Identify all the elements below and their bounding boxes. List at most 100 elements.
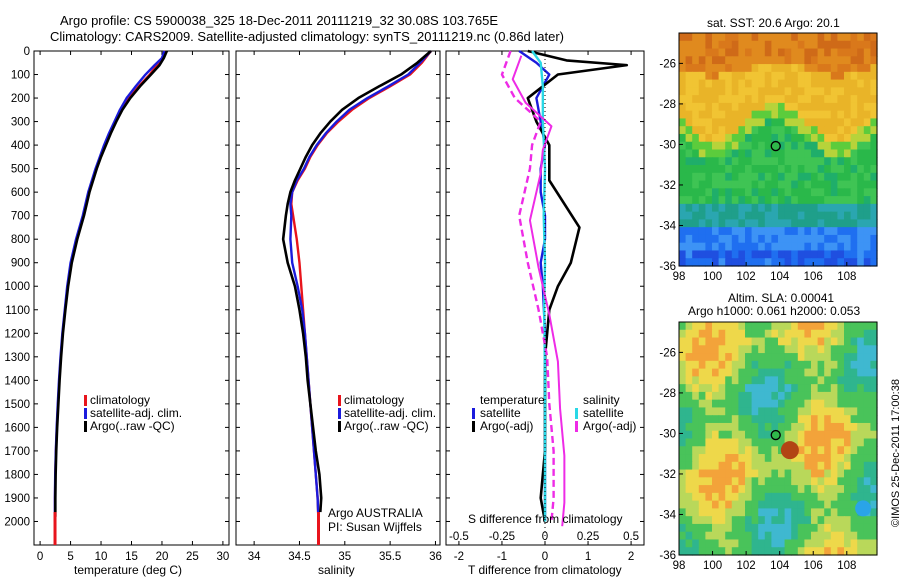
map-cell	[731, 422, 739, 432]
map-cell	[817, 430, 825, 440]
map-cell	[731, 353, 739, 362]
map-cell	[804, 227, 812, 236]
map-cell	[804, 477, 812, 486]
map-cell	[679, 141, 687, 151]
map-cell	[797, 391, 805, 401]
map-cell	[857, 258, 865, 267]
map-cell	[778, 438, 786, 447]
map-cell	[758, 523, 766, 533]
salinity-panel	[235, 50, 441, 546]
map-cell	[850, 376, 858, 385]
map-cell	[712, 141, 720, 151]
map-cell	[830, 219, 838, 228]
map-cell	[764, 196, 772, 205]
map-cell	[751, 329, 759, 339]
map-cell	[679, 211, 687, 220]
map-cell	[778, 219, 786, 228]
map-cell	[758, 126, 766, 135]
map-cell	[857, 446, 865, 455]
map-cell	[685, 415, 693, 424]
map-cell	[857, 531, 865, 541]
map-cell	[771, 165, 779, 174]
map-cell	[804, 523, 812, 533]
salinity-xtick-label: 36	[429, 551, 442, 563]
map-cell	[850, 211, 858, 220]
map-cell	[738, 353, 746, 362]
map-cell	[830, 345, 838, 354]
map-cell	[817, 203, 825, 213]
map-cell	[863, 40, 871, 50]
map-cell	[870, 250, 878, 259]
map-cell	[771, 157, 779, 166]
map-cell	[698, 329, 706, 339]
map-cell	[824, 234, 832, 244]
map-cell	[718, 48, 726, 57]
map-cell	[797, 64, 805, 73]
map-cell	[698, 102, 706, 112]
map-cell	[738, 87, 746, 96]
s-diff-tick-label: 0.25	[577, 531, 599, 543]
map-cell	[771, 407, 779, 416]
map-cell	[731, 64, 739, 73]
map-cell	[863, 415, 871, 424]
map-cell	[712, 329, 720, 339]
map-cell	[817, 500, 825, 509]
map-cell	[804, 407, 812, 416]
map-cell	[698, 196, 706, 205]
map-cell	[817, 337, 825, 346]
map-cell	[784, 33, 792, 42]
map-cell	[685, 56, 693, 65]
map-cell	[870, 399, 878, 409]
map-cell	[705, 141, 713, 151]
map-cell	[751, 102, 759, 112]
map-cell	[771, 118, 779, 127]
map-cell	[758, 33, 766, 42]
map-cell	[685, 368, 693, 377]
depth-tick-label: 1900	[4, 493, 30, 505]
map-cell	[863, 461, 871, 471]
map-cell	[817, 149, 825, 158]
map-cell	[758, 87, 766, 96]
map-cell	[870, 196, 878, 205]
map-cell	[692, 258, 700, 267]
map-cell	[824, 485, 832, 494]
map-cell	[698, 454, 706, 463]
sla_map-frame	[678, 321, 878, 556]
map-cell	[824, 492, 832, 502]
map-cell	[771, 95, 779, 104]
map-cell	[738, 322, 746, 331]
map-cell	[791, 422, 799, 432]
map-cell	[844, 33, 852, 42]
map-cell	[685, 250, 693, 259]
map-cell	[817, 531, 825, 541]
map-cell	[758, 422, 766, 432]
map-cell	[685, 531, 693, 541]
map-cell	[679, 508, 687, 517]
map-cell	[718, 415, 726, 424]
map-cell	[870, 79, 878, 88]
depth-tick-label: 1500	[4, 399, 30, 411]
map-cell	[784, 118, 792, 127]
map-cell	[844, 523, 852, 533]
map-cell	[685, 345, 693, 354]
salinity-xtick-label: 35.5	[379, 551, 401, 563]
map-cell	[751, 508, 759, 517]
map-cell	[698, 64, 706, 73]
map-cell	[731, 242, 739, 252]
map-cell	[824, 469, 832, 478]
series-line-difference-3	[500, 50, 555, 522]
map-cell	[731, 430, 739, 440]
map-cell	[692, 492, 700, 502]
map-cell	[751, 492, 759, 502]
map-cell	[817, 438, 825, 447]
map-cell	[870, 227, 878, 236]
map-cell	[844, 211, 852, 220]
map-cell	[771, 258, 779, 267]
map-cell	[837, 180, 845, 189]
map-cell	[837, 227, 845, 236]
s-diff-tick-label: -0.25	[489, 531, 515, 543]
map-cell	[830, 250, 838, 259]
map-cell	[870, 422, 878, 432]
map-cell	[811, 126, 819, 135]
map-cell	[705, 407, 713, 416]
